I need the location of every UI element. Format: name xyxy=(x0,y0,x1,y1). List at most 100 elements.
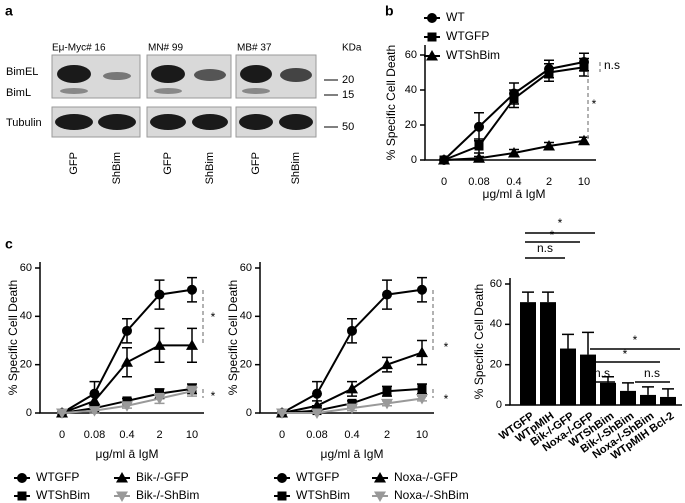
legend-label: WTShBim xyxy=(446,48,500,62)
legend-label: WTGFP xyxy=(296,470,339,484)
marker xyxy=(17,491,27,501)
x-axis-label: μg/ml ā IgM xyxy=(483,187,546,201)
marker xyxy=(122,325,132,336)
marker xyxy=(509,94,519,104)
legend-label: WTGFP xyxy=(446,29,489,43)
annotation: * xyxy=(444,392,449,406)
marker xyxy=(153,394,166,405)
bar xyxy=(580,354,596,405)
bar xyxy=(640,394,656,405)
x-tick-label: 0.08 xyxy=(306,429,327,441)
marker xyxy=(382,386,392,396)
marker xyxy=(579,62,589,72)
marker xyxy=(347,325,357,336)
marker xyxy=(276,408,288,419)
marker xyxy=(347,398,357,408)
marker xyxy=(544,68,554,77)
cell-line: Eμ-Myc# 16 xyxy=(52,43,106,54)
marker xyxy=(88,406,101,417)
y-tick-label: 0 xyxy=(26,407,32,419)
y-tick-label: 60 xyxy=(405,49,417,61)
marker-ticks xyxy=(324,79,338,128)
marker xyxy=(578,134,590,146)
panel-label: b xyxy=(385,3,394,19)
series-line xyxy=(443,66,585,161)
annotation: * xyxy=(444,340,449,354)
x-axis-label: μg/ml ā IgM xyxy=(96,447,159,461)
x-tick-label: 0.08 xyxy=(84,429,105,441)
marker xyxy=(116,472,128,483)
x-tick-label: 0 xyxy=(59,429,65,441)
marker xyxy=(382,289,392,300)
x-tick-label: 0.4 xyxy=(119,429,134,441)
annotation: * xyxy=(623,347,628,361)
kda-marker: 50 xyxy=(342,121,354,133)
marker xyxy=(277,491,287,501)
x-tick-label: 10 xyxy=(578,176,590,188)
annotation: n.s xyxy=(644,366,660,380)
legend-label: WT xyxy=(446,10,465,24)
annotation: * xyxy=(211,389,216,403)
lane-label: ShBim xyxy=(290,152,302,184)
bar xyxy=(520,302,536,405)
marker xyxy=(427,32,437,42)
row-label: BimEL xyxy=(6,66,38,78)
blot-bands xyxy=(55,65,313,130)
x-tick-label: 0.4 xyxy=(344,429,359,441)
marker xyxy=(346,382,358,394)
annotation: n.s xyxy=(594,366,610,380)
y-tick-label: 60 xyxy=(490,278,502,290)
annotation: n.s xyxy=(604,58,620,72)
lane-label: ShBim xyxy=(204,152,216,184)
marker xyxy=(417,284,427,295)
y-tick-label: 40 xyxy=(490,318,502,330)
marker xyxy=(56,408,68,419)
legend-label: Noxa-/-ShBim xyxy=(394,488,469,502)
marker xyxy=(374,491,386,502)
y-tick-label: 20 xyxy=(240,359,252,371)
marker xyxy=(311,408,323,419)
cell-line: MN# 99 xyxy=(148,43,183,54)
y-tick-label: 20 xyxy=(490,359,502,371)
marker xyxy=(473,152,485,163)
marker xyxy=(417,384,427,394)
error-bar xyxy=(662,388,674,397)
legend-label: Bik-/-GFP xyxy=(136,470,189,484)
y-tick-label: 0 xyxy=(496,399,502,411)
marker xyxy=(311,399,323,411)
panel-label: c xyxy=(5,236,13,252)
kda-marker: 15 xyxy=(342,89,354,101)
marker xyxy=(186,386,198,398)
bar xyxy=(660,396,676,405)
marker xyxy=(88,394,101,406)
marker xyxy=(121,356,133,367)
annotation: * xyxy=(592,97,597,111)
error-bar xyxy=(562,333,574,349)
marker xyxy=(17,473,27,483)
kda-label: KDa xyxy=(342,43,362,54)
lane-label: GFP xyxy=(250,152,262,175)
marker xyxy=(121,401,133,412)
marker xyxy=(312,388,322,399)
marker xyxy=(122,396,132,406)
y-tick-label: 0 xyxy=(246,407,252,419)
error-bar xyxy=(582,331,594,355)
marker xyxy=(474,141,484,151)
y-tick-label: 0 xyxy=(411,154,417,166)
x-tick-label: 2 xyxy=(384,429,390,441)
marker xyxy=(116,491,128,502)
y-tick-label: 20 xyxy=(20,359,32,371)
row-label: BimL xyxy=(6,87,31,99)
x-tick-label: 0.4 xyxy=(506,176,521,188)
x-tick-label: 0.08 xyxy=(468,176,489,188)
marker xyxy=(416,394,428,405)
marker xyxy=(543,140,555,151)
x-tick-label: 10 xyxy=(416,429,428,441)
legend-label: WTGFP xyxy=(36,470,79,484)
marker xyxy=(346,403,358,415)
lane-label: GFP xyxy=(68,152,80,175)
marker xyxy=(374,472,386,483)
x-tick-label: 0 xyxy=(441,176,447,188)
y-tick-label: 40 xyxy=(240,310,252,322)
